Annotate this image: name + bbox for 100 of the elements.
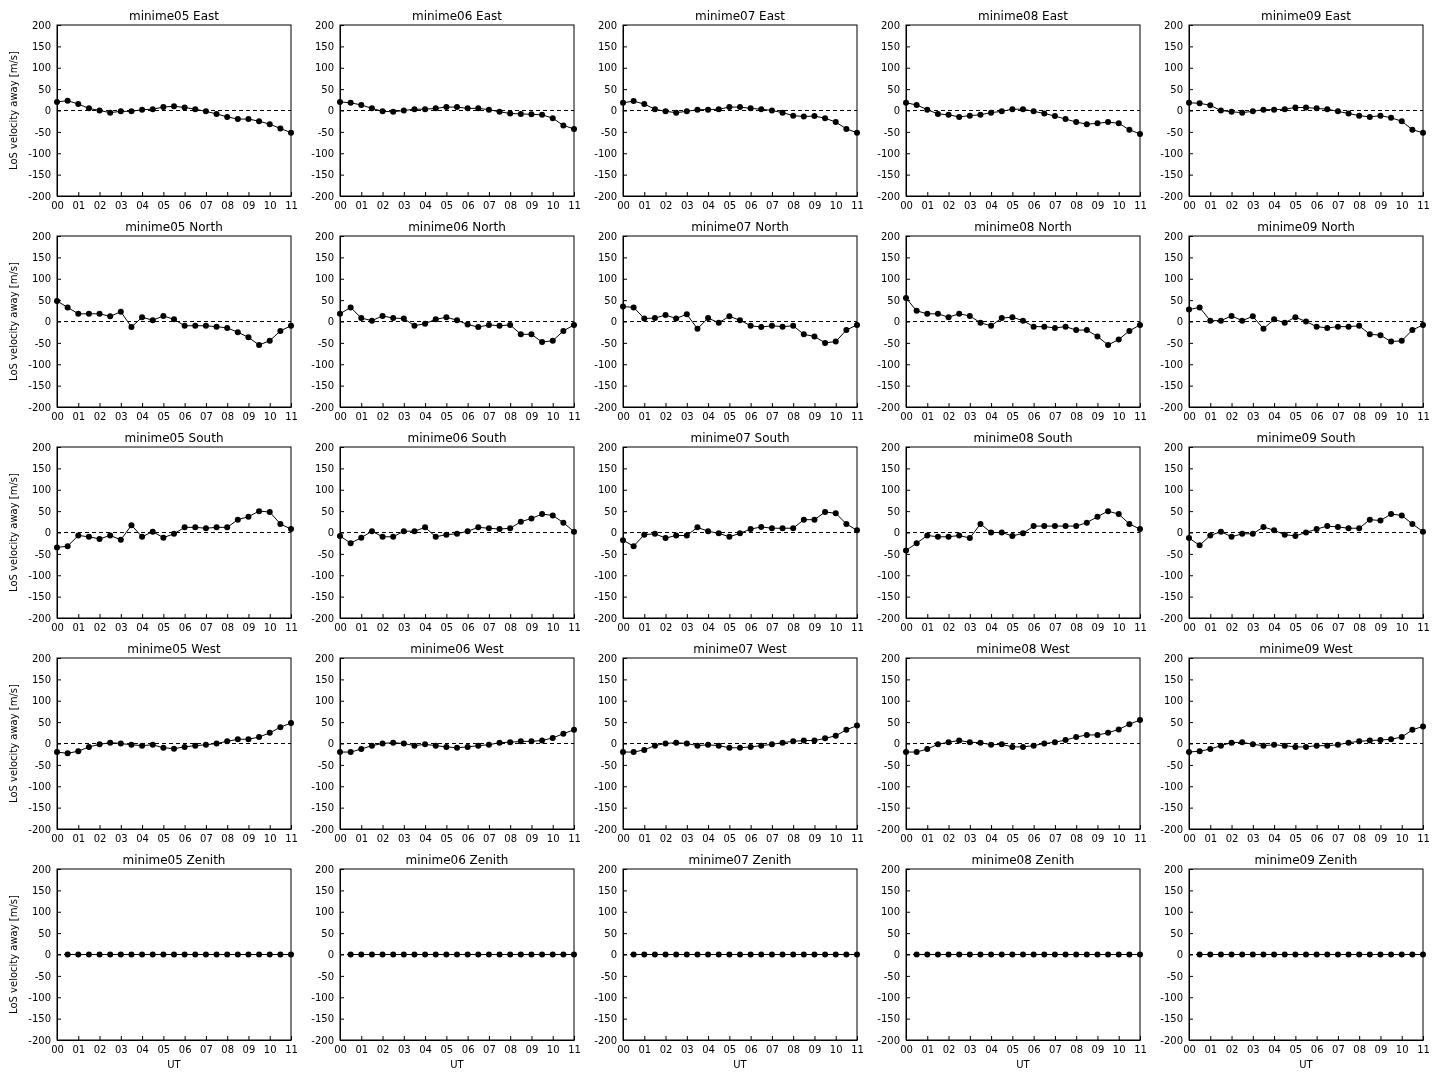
x-tick-label: 10 (546, 411, 560, 423)
y-tick-label: -50 (600, 548, 617, 560)
point (651, 106, 658, 113)
y-tick-label: -200 (877, 612, 900, 624)
y-tick-label: -200 (28, 1034, 51, 1046)
x-tick-label: 00 (334, 622, 347, 634)
y-tick-label: -100 (311, 991, 334, 1003)
point (390, 108, 397, 115)
point (945, 739, 952, 746)
x-tick-label: 06 (744, 833, 758, 845)
y-tick-label: 100 (31, 906, 51, 918)
y-tick-label: -150 (1160, 802, 1183, 814)
x-tick-label: 10 (1112, 833, 1126, 845)
point (988, 109, 995, 116)
point (1377, 737, 1384, 744)
point (1228, 739, 1235, 746)
y-tick-label: -50 (600, 970, 617, 982)
point (1260, 742, 1267, 749)
point (443, 531, 450, 538)
point (924, 532, 931, 539)
point (411, 742, 418, 749)
y-tick-label: -200 (594, 190, 617, 202)
y-tick-label: 150 (31, 674, 51, 686)
x-tick-label: 06 (744, 411, 758, 423)
point (1239, 109, 1246, 116)
x-tick-label: 09 (1374, 833, 1388, 845)
point (1271, 106, 1278, 113)
x-tick-label: 05 (1289, 622, 1303, 634)
point (1137, 716, 1143, 723)
y-tick-label: 0 (327, 738, 334, 750)
point (337, 749, 343, 756)
point (517, 738, 524, 745)
y-tick-label: -150 (877, 591, 900, 603)
point (1388, 736, 1395, 743)
point (779, 739, 786, 746)
y-tick-label: 150 (314, 463, 334, 475)
x-tick-label: 11 (285, 833, 298, 845)
point (673, 739, 680, 746)
point (224, 524, 231, 531)
point (266, 121, 273, 128)
y-tick-label: -100 (594, 147, 617, 159)
point (571, 726, 577, 733)
point (1271, 527, 1278, 534)
point (1377, 332, 1384, 339)
point (1249, 741, 1256, 748)
point (1062, 523, 1069, 530)
point (192, 106, 199, 113)
x-tick-label: 07 (766, 833, 779, 845)
x-tick-label: 10 (829, 200, 843, 212)
point (432, 316, 439, 323)
point (171, 745, 177, 752)
point (1292, 104, 1299, 111)
point (934, 741, 941, 748)
x-tick-label: 04 (136, 1044, 149, 1056)
x-tick-label: 03 (1246, 622, 1260, 634)
point (924, 106, 931, 113)
point (1126, 327, 1133, 334)
x-tick-label: 08 (1353, 833, 1367, 845)
point (1324, 742, 1331, 749)
y-tick-label: 0 (1176, 105, 1183, 117)
x-tick-label: 05 (723, 1044, 737, 1056)
y-tick-label: 150 (31, 41, 51, 53)
x-tick-label: 11 (851, 1044, 864, 1056)
point (1094, 731, 1101, 738)
chart-title: minime05 West (127, 642, 222, 656)
point (1094, 513, 1101, 520)
point (998, 315, 1005, 322)
x-tick-label: 00 (1183, 411, 1196, 423)
x-tick-label: 08 (504, 833, 518, 845)
point (832, 338, 839, 345)
point (956, 113, 963, 120)
point (758, 523, 765, 530)
x-tick-label: 06 (1310, 1044, 1324, 1056)
point (539, 737, 546, 744)
point (1356, 738, 1363, 745)
x-tick-label: 02 (659, 622, 673, 634)
point (832, 510, 839, 517)
chart-title: minime08 Zenith (971, 853, 1075, 867)
y-tick-label: -200 (1160, 823, 1183, 835)
x-tick-label: 07 (1332, 1044, 1345, 1056)
point (913, 540, 920, 547)
y-tick-label: 150 (1163, 252, 1183, 264)
point (1207, 532, 1214, 539)
point (924, 746, 931, 753)
y-tick-label: -200 (28, 190, 51, 202)
point (934, 310, 941, 317)
x-tick-label: 07 (483, 622, 496, 634)
point (737, 104, 743, 111)
point (400, 528, 407, 535)
point (811, 737, 818, 744)
x-tick-label: 08 (504, 622, 518, 634)
point (1073, 119, 1080, 126)
point (266, 337, 273, 344)
y-tick-label: 200 (880, 19, 900, 31)
x-tick-label: 11 (285, 1044, 298, 1056)
y-tick-label: 0 (610, 738, 617, 750)
x-tick-label: 00 (617, 833, 630, 845)
y-tick-label: -100 (1160, 147, 1183, 159)
x-tick-label: 11 (1417, 200, 1430, 212)
point (1334, 523, 1341, 530)
